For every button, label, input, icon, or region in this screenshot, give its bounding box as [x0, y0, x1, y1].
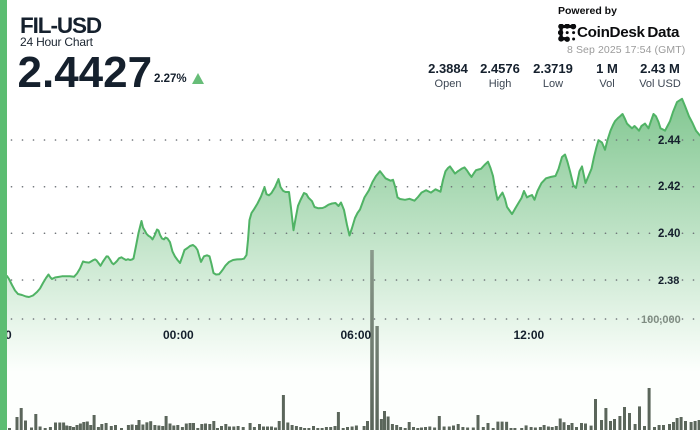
svg-text:CoinDesk Data: CoinDesk Data [577, 24, 680, 41]
